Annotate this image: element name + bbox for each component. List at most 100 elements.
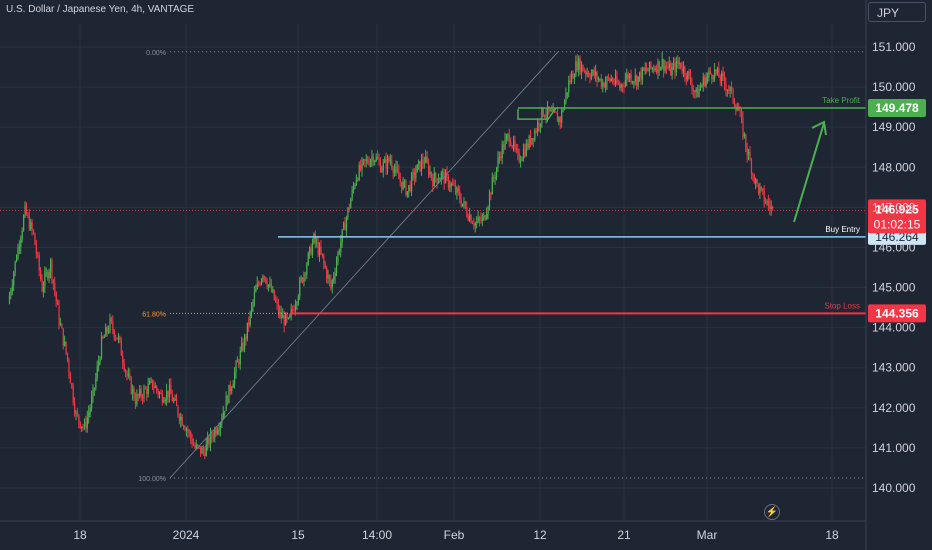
candle-body xyxy=(245,336,247,340)
fib-level-label: 0.00% xyxy=(146,50,166,57)
candle-body xyxy=(756,179,758,184)
y-tick-label: 143.000 xyxy=(872,361,916,375)
candle-body xyxy=(471,222,474,224)
candle-body xyxy=(705,78,707,86)
candle-body xyxy=(11,285,13,292)
candle-body xyxy=(449,186,451,188)
candle-body xyxy=(525,143,527,156)
candle-body xyxy=(364,159,366,161)
candle-body xyxy=(603,82,605,88)
candle-body xyxy=(204,451,206,457)
candle-body xyxy=(609,78,611,81)
candle-body xyxy=(545,115,547,117)
candle-body xyxy=(231,387,233,391)
candle-body xyxy=(317,242,319,256)
candle-body xyxy=(656,69,658,73)
candle-body xyxy=(636,75,638,86)
candle-body xyxy=(422,159,424,164)
candle-body xyxy=(497,158,499,168)
candle-body xyxy=(344,222,346,231)
candle-body xyxy=(589,76,591,79)
candle-body xyxy=(103,336,105,338)
candle-body xyxy=(52,279,55,284)
candle-body xyxy=(559,117,561,123)
candle-body xyxy=(25,204,28,215)
candle-body xyxy=(671,66,673,76)
candle-body xyxy=(522,149,525,159)
candle-body xyxy=(681,68,683,72)
candle-body xyxy=(440,172,442,179)
candle-body xyxy=(147,384,149,395)
candle-body xyxy=(748,151,750,156)
candle-body xyxy=(294,305,297,311)
candle-body xyxy=(218,429,220,431)
candle-body xyxy=(348,207,350,209)
candle-body xyxy=(698,89,700,98)
candle-body xyxy=(651,67,653,69)
candle-body xyxy=(105,327,107,337)
candle-body xyxy=(360,164,362,170)
candle-body xyxy=(511,145,513,148)
candle-body xyxy=(146,388,148,395)
candle-body xyxy=(583,71,586,73)
candle-body xyxy=(597,79,600,81)
candle-body xyxy=(79,421,81,428)
candle-body xyxy=(78,414,80,422)
candle-body xyxy=(38,255,40,271)
candle-body xyxy=(362,159,365,161)
candle-body xyxy=(579,58,581,73)
candle-body xyxy=(51,260,53,280)
candle-body xyxy=(159,392,161,395)
candle-body xyxy=(326,267,328,279)
candle-body xyxy=(24,204,26,217)
candle-body xyxy=(590,73,593,79)
candle-body xyxy=(450,183,452,187)
candle-body xyxy=(173,399,175,402)
candle-body xyxy=(386,157,389,169)
candle-body xyxy=(723,75,726,84)
candle-body xyxy=(416,164,418,173)
candle-body xyxy=(340,241,342,253)
candle-body xyxy=(357,178,359,180)
candle-body xyxy=(491,177,493,195)
projection-arrow-head xyxy=(811,120,827,136)
candle-body xyxy=(98,361,100,367)
currency-button[interactable]: JPY xyxy=(868,2,926,22)
candle-body xyxy=(599,78,601,80)
candle-body xyxy=(595,71,597,76)
candle-body xyxy=(660,67,662,71)
candle-body xyxy=(588,72,590,77)
candle-body xyxy=(580,64,583,73)
candle-body xyxy=(181,416,183,426)
candle-body xyxy=(126,371,128,376)
x-tick-label: Mar xyxy=(697,528,718,542)
candle-body xyxy=(262,276,264,280)
candle-body xyxy=(684,66,686,76)
chart-title: U.S. Dollar / Japanese Yen, 4h, VANTAGE xyxy=(6,4,195,15)
candle-body xyxy=(330,280,332,288)
candle-body xyxy=(334,273,336,278)
candle-body xyxy=(392,167,394,173)
candle-body xyxy=(702,77,704,86)
candle-body xyxy=(398,171,400,180)
candle-body xyxy=(463,201,465,204)
candle-body xyxy=(69,372,72,384)
candle-body xyxy=(736,109,738,111)
candle-body xyxy=(192,444,195,446)
candle-body xyxy=(243,336,246,350)
candle-body xyxy=(168,384,171,398)
candle-body xyxy=(395,166,397,170)
candle-body xyxy=(343,222,345,230)
candle-body xyxy=(156,386,158,391)
candle-body xyxy=(354,185,356,187)
candle-body xyxy=(419,161,421,171)
time-axis[interactable]: 18 2024 15 14:00 Feb 12 21 Mar 18 xyxy=(73,528,839,542)
candle-body xyxy=(140,389,142,397)
candle-body xyxy=(772,207,774,209)
candle-body xyxy=(88,412,90,418)
candle-body xyxy=(513,140,515,148)
lightning-icon[interactable]: ⚡ xyxy=(764,504,780,520)
candle-body xyxy=(239,350,241,365)
